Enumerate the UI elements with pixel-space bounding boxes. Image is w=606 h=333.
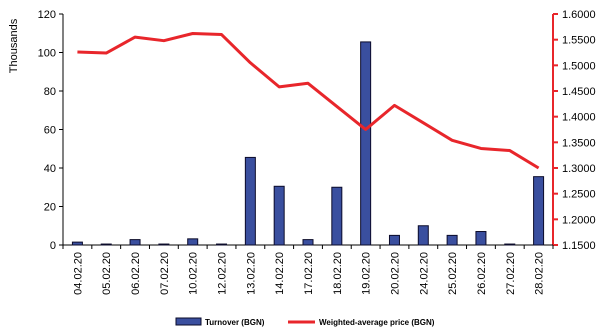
- x-axis: 04.02.20 05.02.20 06.02.20 07.02.20 10.02.20…: [62, 244, 554, 295]
- legend: Turnover (BGN) Weighted-average price (BG…: [175, 317, 435, 327]
- right-tick-label: 1.4500: [562, 86, 596, 98]
- x-tick-label: 04.02.20: [72, 252, 84, 295]
- bar: [475, 231, 487, 246]
- left-tick-label: 100: [38, 48, 56, 60]
- x-tick-label: 07.02.20: [159, 252, 171, 295]
- x-tick-label: 13.02.20: [245, 252, 257, 295]
- x-tick-label: 19.02.20: [361, 252, 373, 295]
- bar: [129, 239, 141, 246]
- x-tick-label: 05.02.20: [101, 252, 113, 295]
- right-tick-label: 1.2500: [562, 189, 596, 201]
- right-tick-label: 1.3500: [562, 137, 596, 149]
- bar: [446, 234, 458, 246]
- x-tick-label: 10.02.20: [188, 252, 200, 295]
- right-tick-label: 1.4000: [562, 112, 596, 124]
- bar: [187, 238, 199, 246]
- bar: [71, 241, 83, 246]
- bar-series: [71, 41, 545, 246]
- line-series: [77, 32, 540, 170]
- bar: [331, 186, 343, 246]
- x-tick-label: 24.02.20: [418, 252, 430, 295]
- right-tick-label: 1.5000: [562, 60, 596, 72]
- bar: [302, 239, 314, 246]
- x-tick-label: 14.02.20: [274, 252, 286, 295]
- bar: [417, 225, 429, 246]
- bar: [273, 185, 285, 246]
- right-tick-label: 1.5500: [562, 35, 596, 47]
- left-axis: 0 20 40 60 80 100 120: [38, 9, 64, 252]
- y-axis-label: Thousands: [8, 18, 20, 73]
- bar: [360, 41, 372, 246]
- left-tick-label: 20: [44, 202, 56, 214]
- left-tick-label: 0: [50, 240, 56, 252]
- x-tick-label: 25.02.20: [447, 252, 459, 295]
- left-tick-label: 60: [44, 125, 56, 137]
- bar: [504, 243, 516, 246]
- x-tick-label: 17.02.20: [303, 252, 315, 295]
- right-tick-label: 1.3000: [562, 163, 596, 175]
- x-tick-label: 20.02.20: [389, 252, 401, 295]
- bar: [216, 243, 228, 246]
- right-tick-label: 1.1500: [562, 240, 596, 252]
- bar: [533, 176, 545, 246]
- right-tick-label: 1.2000: [562, 214, 596, 226]
- x-tick-label: 18.02.20: [332, 252, 344, 295]
- x-tick-label: 28.02.20: [534, 252, 546, 295]
- left-tick-label: 40: [44, 163, 56, 175]
- legend-swatch-turnover: [175, 317, 202, 326]
- bar: [388, 234, 400, 246]
- price-line: [77, 32, 540, 170]
- x-tick-label: 27.02.20: [505, 252, 517, 295]
- x-tick-label: 12.02.20: [217, 252, 229, 295]
- left-tick-label: 80: [44, 86, 56, 98]
- right-tick-label: 1.6000: [562, 9, 596, 21]
- left-tick-label: 120: [38, 9, 56, 21]
- legend-label-price: Weighted-average price (BGN): [319, 318, 435, 327]
- bar: [244, 156, 256, 246]
- bar: [158, 243, 170, 246]
- bar: [100, 243, 112, 246]
- x-tick-label: 26.02.20: [476, 252, 488, 295]
- legend-label-turnover: Turnover (BGN): [205, 318, 265, 327]
- x-tick-label: 06.02.20: [130, 252, 142, 295]
- right-axis: 1.1500 1.2000 1.2500 1.3000 1.3500 1.4000 1.45…: [552, 9, 596, 252]
